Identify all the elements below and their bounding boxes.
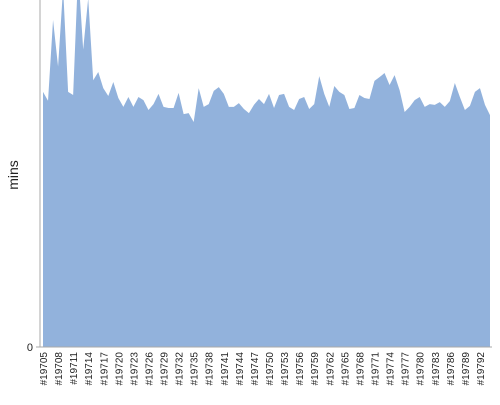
x-tick-label: #19735 [190,352,201,386]
x-tick-label: #19750 [265,352,276,386]
x-tick-label: #19726 [144,352,155,386]
x-tick-label: #19732 [175,352,186,386]
x-tick-label: #19723 [129,352,140,386]
x-tick-label: #19714 [84,352,95,386]
x-tick-label: #19705 [39,352,50,386]
x-tick-label: #19711 [69,352,80,385]
area [43,0,490,347]
x-tick-label: #19762 [325,352,336,386]
x-tick-label: #19765 [340,352,351,386]
x-tick-label: #19771 [370,352,381,386]
x-tick-label: #19759 [310,352,321,386]
x-tick-label: #19753 [280,352,291,386]
x-tick-label: #19747 [250,352,261,386]
x-tick-label: #19768 [355,352,366,386]
x-tick-label: #19756 [295,352,306,386]
x-tick-label: #19720 [114,352,125,386]
x-tick-label: #19729 [160,352,171,386]
x-tick-label: #19744 [235,352,246,386]
y-tick-label: 0 [27,342,33,354]
x-tick-label: #19741 [220,352,231,386]
x-tick-label: #19774 [386,352,397,386]
x-tick-label: #19738 [205,352,216,386]
x-tick-label: #19789 [461,352,472,386]
x-tick-label: #19780 [416,352,427,386]
x-tick-label: #19708 [54,352,65,386]
x-tick-label: #19777 [401,352,412,386]
y-axis-label: mins [5,160,21,190]
x-tick-label: #19717 [99,352,110,386]
x-tick-label: #19792 [476,352,487,386]
x-tick-label: #19786 [446,352,457,386]
x-tick-label: #19783 [431,352,442,386]
